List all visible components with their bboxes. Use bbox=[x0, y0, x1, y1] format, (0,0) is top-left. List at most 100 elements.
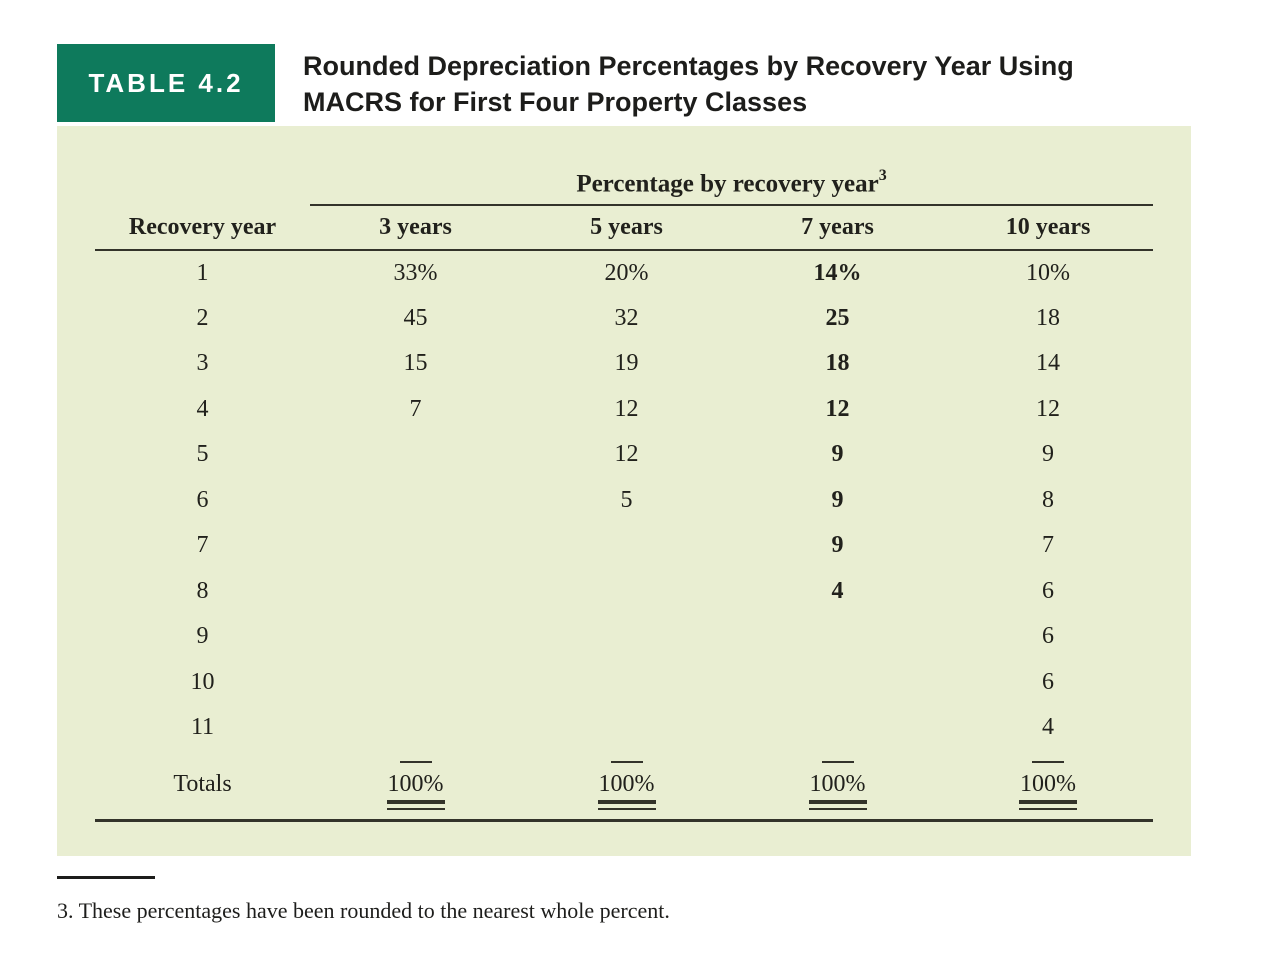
column-header-7years: 7 years bbox=[732, 205, 943, 251]
value-cell-3years bbox=[310, 660, 521, 706]
table-title: Rounded Depreciation Percentages by Reco… bbox=[303, 44, 1074, 120]
table-number-badge: TABLE 4.2 bbox=[57, 44, 275, 122]
sum-rule bbox=[821, 760, 854, 763]
value-cell-5years: 19 bbox=[614, 350, 639, 377]
table-head-section: Percentage by recovery year3 Recovery ye… bbox=[95, 150, 1154, 251]
value-cell-7years: 14% bbox=[813, 259, 862, 286]
table-number-label: TABLE 4.2 bbox=[88, 67, 244, 98]
sum-rule bbox=[610, 760, 643, 763]
value-cell-3years bbox=[310, 614, 521, 660]
table-row: 2 45 32 25 18 bbox=[95, 296, 1153, 342]
totals-cell-3years: 100% bbox=[310, 762, 521, 822]
totals-label-cell: Totals bbox=[95, 762, 310, 822]
value-cell-10years: 6 bbox=[1042, 623, 1055, 650]
sum-rule bbox=[1032, 760, 1065, 763]
value-cell-10years: 12 bbox=[1036, 395, 1061, 422]
sum-line-cell bbox=[310, 751, 521, 763]
footnote-separator-rule bbox=[57, 876, 155, 879]
recovery-year-cell: 11 bbox=[190, 714, 215, 741]
value-cell-10years: 10% bbox=[1026, 259, 1071, 286]
total-value: 100% bbox=[597, 771, 656, 810]
recovery-year-cell: 10 bbox=[190, 668, 215, 695]
value-cell-10years: 9 bbox=[1042, 441, 1055, 468]
sum-line-row bbox=[95, 751, 1153, 763]
spanner-label: Percentage by recovery year bbox=[576, 170, 879, 197]
value-cell-3years bbox=[310, 523, 521, 569]
value-cell-10years: 7 bbox=[1042, 532, 1055, 559]
value-cell-3years bbox=[310, 569, 521, 615]
spanner-empty-cell bbox=[95, 150, 310, 205]
totals-cell-5years: 100% bbox=[521, 762, 732, 822]
value-cell-10years: 14 bbox=[1036, 350, 1061, 377]
recovery-year-cell: 3 bbox=[196, 350, 209, 377]
recovery-year-cell: 9 bbox=[196, 623, 209, 650]
table-row: 4 7 12 12 12 bbox=[95, 387, 1153, 433]
value-cell-7years: 4 bbox=[831, 577, 844, 604]
spanner-cell: Percentage by recovery year3 bbox=[310, 150, 1154, 206]
totals-row: Totals 100% 100% 100% 100% bbox=[95, 762, 1154, 822]
table-row: 11 4 bbox=[95, 705, 1153, 751]
value-cell-10years: 8 bbox=[1042, 486, 1055, 513]
value-cell-3years: 7 bbox=[409, 395, 422, 422]
value-cell-3years: 15 bbox=[403, 350, 428, 377]
totals-cell-7years: 100% bbox=[732, 762, 943, 822]
table-row: 7 9 7 bbox=[95, 523, 1153, 569]
total-value: 100% bbox=[808, 771, 867, 810]
recovery-year-cell: 7 bbox=[196, 532, 209, 559]
recovery-year-cell: 2 bbox=[196, 304, 209, 331]
value-cell-10years: 6 bbox=[1042, 668, 1055, 695]
value-cell-7years: 9 bbox=[831, 441, 844, 468]
table-foot-section: Totals 100% 100% 100% 100% bbox=[95, 751, 1154, 822]
column-header-row: Recovery year 3 years 5 years 7 years 10… bbox=[95, 205, 1154, 251]
value-cell-3years bbox=[310, 705, 521, 751]
value-cell-3years bbox=[310, 432, 521, 478]
column-header-10years: 10 years bbox=[943, 205, 1154, 251]
sum-line-cell bbox=[521, 751, 732, 763]
sum-line-cell bbox=[943, 751, 1153, 763]
total-value: 100% bbox=[386, 771, 445, 810]
table-row: 10 6 bbox=[95, 660, 1153, 706]
table-row: 3 15 19 18 14 bbox=[95, 341, 1153, 387]
value-cell-7years: 9 bbox=[831, 532, 844, 559]
value-cell-10years: 6 bbox=[1042, 577, 1055, 604]
value-cell-3years: 45 bbox=[403, 304, 428, 331]
sum-rule bbox=[399, 760, 432, 763]
value-cell-7years bbox=[732, 660, 943, 706]
value-cell-5years bbox=[521, 705, 732, 751]
value-cell-5years bbox=[521, 523, 732, 569]
value-cell-10years: 4 bbox=[1042, 714, 1055, 741]
spanner-footnote-ref: 3 bbox=[878, 166, 887, 184]
recovery-year-cell: 6 bbox=[196, 486, 209, 513]
value-cell-5years: 5 bbox=[620, 486, 633, 513]
table-row: 1 33% 20% 14% 10% bbox=[95, 250, 1153, 296]
total-value: 100% bbox=[1019, 771, 1078, 810]
value-cell-7years bbox=[732, 614, 943, 660]
table-row: 6 5 9 8 bbox=[95, 478, 1153, 524]
footnote-text: 3. These percentages have been rounded t… bbox=[57, 898, 670, 923]
value-cell-5years: 20% bbox=[604, 259, 649, 286]
value-cell-5years bbox=[521, 569, 732, 615]
table-row: 9 6 bbox=[95, 614, 1153, 660]
table-title-line2: MACRS for First Four Property Classes bbox=[303, 87, 808, 117]
value-cell-7years: 9 bbox=[831, 486, 844, 513]
sum-line-cell bbox=[732, 751, 943, 763]
value-cell-3years bbox=[310, 478, 521, 524]
totals-cell-10years: 100% bbox=[943, 762, 1154, 822]
column-header-5years: 5 years bbox=[521, 205, 732, 251]
table-row: 8 4 6 bbox=[95, 569, 1153, 615]
value-cell-3years: 33% bbox=[393, 259, 438, 286]
value-cell-5years bbox=[521, 614, 732, 660]
sum-line-empty-cell bbox=[95, 751, 310, 763]
column-header-3years: 3 years bbox=[310, 205, 521, 251]
table-row: 5 12 9 9 bbox=[95, 432, 1153, 478]
value-cell-7years: 25 bbox=[825, 304, 850, 331]
recovery-year-cell: 5 bbox=[196, 441, 209, 468]
recovery-year-cell: 8 bbox=[196, 577, 209, 604]
value-cell-5years bbox=[521, 660, 732, 706]
depreciation-table: Percentage by recovery year3 Recovery ye… bbox=[95, 150, 1154, 822]
value-cell-7years: 18 bbox=[825, 350, 850, 377]
recovery-year-cell: 4 bbox=[196, 395, 209, 422]
table-header: TABLE 4.2 Rounded Depreciation Percentag… bbox=[57, 44, 1074, 122]
recovery-year-cell: 1 bbox=[196, 259, 209, 286]
value-cell-5years: 12 bbox=[614, 441, 639, 468]
